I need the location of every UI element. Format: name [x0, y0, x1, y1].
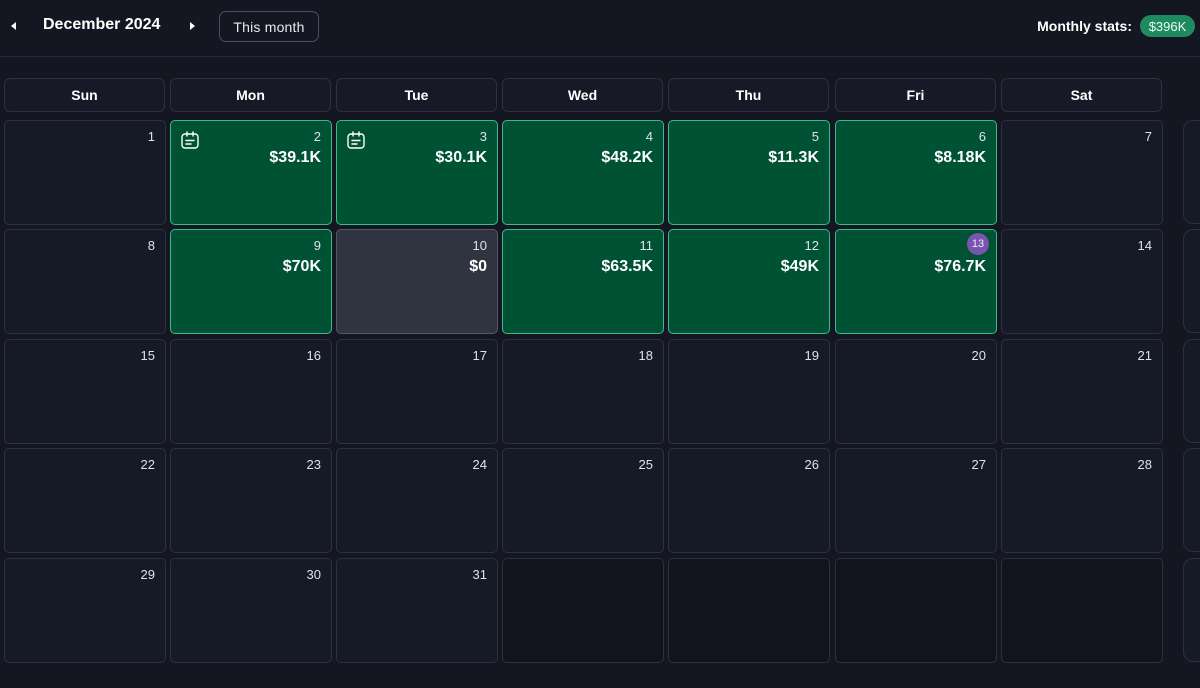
day-number: 3: [479, 129, 487, 144]
calendar-day-17[interactable]: 17: [336, 339, 498, 444]
day-number: 26: [804, 457, 819, 472]
day-amount: $48.2K: [601, 149, 653, 166]
day-number: 15: [140, 348, 155, 363]
calendar-day-3[interactable]: 3 $30.1K: [336, 120, 498, 225]
day-number: 1: [147, 129, 155, 144]
day-number: 20: [971, 348, 986, 363]
day-number: 4: [645, 129, 653, 144]
calendar-day-24[interactable]: 24: [336, 448, 498, 553]
monthly-stats-label: Monthly stats:: [1037, 18, 1132, 34]
calendar-day-2[interactable]: 2 $39.1K: [170, 120, 332, 225]
day-number: 5: [811, 129, 819, 144]
day-number: 12: [804, 238, 819, 253]
previous-month-button[interactable]: [2, 14, 26, 38]
calendar-day-1[interactable]: 1: [4, 120, 166, 225]
next-column-cell: [1183, 229, 1200, 333]
calendar-day-28[interactable]: 28: [1001, 448, 1163, 553]
calendar-toolbar: December 2024 This month Monthly stats: …: [0, 0, 1200, 57]
day-number: 21: [1137, 348, 1152, 363]
weekday-header-wed: Wed: [502, 78, 663, 112]
caret-left-icon: [11, 22, 16, 30]
calendar-day-27[interactable]: 27: [835, 448, 997, 553]
calendar-day-31[interactable]: 31: [336, 558, 498, 663]
day-number: 22: [140, 457, 155, 472]
day-amount: $39.1K: [269, 149, 321, 166]
day-number: 2: [313, 129, 321, 144]
day-amount: $49K: [780, 258, 819, 275]
day-number: 31: [472, 567, 487, 582]
calendar-day-30[interactable]: 30: [170, 558, 332, 663]
calendar-day-26[interactable]: 26: [668, 448, 830, 553]
day-amount: $8.18K: [934, 149, 986, 166]
next-column-cell: [1183, 558, 1200, 662]
weekday-header-sat: Sat: [1001, 78, 1162, 112]
calendar-day-19[interactable]: 19: [668, 339, 830, 444]
calendar-day-25[interactable]: 25: [502, 448, 664, 553]
weekday-header-mon: Mon: [170, 78, 331, 112]
day-number: 24: [472, 457, 487, 472]
calendar-day-empty: [835, 558, 997, 663]
next-month-button[interactable]: [180, 14, 204, 38]
this-month-button[interactable]: This month: [219, 11, 319, 42]
day-number: 8: [147, 238, 155, 253]
monthly-stats-badge: $396K: [1140, 15, 1195, 37]
calendar-day-6[interactable]: 6 $8.18K: [835, 120, 997, 225]
calendar-day-empty: [1001, 558, 1163, 663]
weekday-header-fri: Fri: [835, 78, 996, 112]
next-column-cell: [1183, 339, 1200, 443]
calendar-day-29[interactable]: 29: [4, 558, 166, 663]
day-number: 9: [313, 238, 321, 253]
day-amount: $11.3K: [768, 149, 819, 166]
calendar-day-empty: [502, 558, 664, 663]
calendar-day-empty: [668, 558, 830, 663]
day-number: 19: [804, 348, 819, 363]
weekday-header-tue: Tue: [336, 78, 497, 112]
weekday-header-thu: Thu: [668, 78, 829, 112]
day-number: 14: [1137, 238, 1152, 253]
next-column-cell: [1183, 448, 1200, 552]
calendar-day-20[interactable]: 20: [835, 339, 997, 444]
day-number: 25: [638, 457, 653, 472]
day-amount: $0: [469, 258, 487, 275]
day-number: 10: [472, 238, 487, 253]
day-number: 16: [306, 348, 321, 363]
day-number: 17: [472, 348, 487, 363]
day-number: 29: [140, 567, 155, 582]
calendar-day-9[interactable]: 9 $70K: [170, 229, 332, 334]
caret-right-icon: [190, 22, 195, 30]
calendar-day-23[interactable]: 23: [170, 448, 332, 553]
calendar-day-18[interactable]: 18: [502, 339, 664, 444]
day-number: 28: [1137, 457, 1152, 472]
calendar-day-8[interactable]: 8: [4, 229, 166, 334]
today-badge: 13: [967, 233, 989, 255]
day-number: 27: [971, 457, 986, 472]
calendar-day-15[interactable]: 15: [4, 339, 166, 444]
day-amount: $30.1K: [435, 149, 487, 166]
calendar-day-14[interactable]: 14: [1001, 229, 1163, 334]
month-title: December 2024: [43, 16, 161, 33]
day-amount: $63.5K: [601, 258, 653, 275]
calendar-day-5[interactable]: 5 $11.3K: [668, 120, 830, 225]
day-number: 30: [306, 567, 321, 582]
calendar-note-icon[interactable]: [346, 130, 366, 150]
day-amount: $76.7K: [934, 258, 986, 275]
day-number: 18: [638, 348, 653, 363]
calendar-day-11[interactable]: 11 $63.5K: [502, 229, 664, 334]
calendar-day-10[interactable]: 10 $0: [336, 229, 498, 334]
day-number: 11: [639, 238, 654, 253]
calendar-day-13[interactable]: 13 $76.7K: [835, 229, 997, 334]
day-amount: $70K: [282, 258, 321, 275]
calendar-day-4[interactable]: 4 $48.2K: [502, 120, 664, 225]
calendar-note-icon[interactable]: [180, 130, 200, 150]
calendar-day-7[interactable]: 7: [1001, 120, 1163, 225]
weekday-header-sun: Sun: [4, 78, 165, 112]
day-number: 23: [306, 457, 321, 472]
calendar-day-22[interactable]: 22: [4, 448, 166, 553]
day-number: 7: [1144, 129, 1152, 144]
day-number: 6: [978, 129, 986, 144]
calendar-day-16[interactable]: 16: [170, 339, 332, 444]
next-column-cell: [1183, 120, 1200, 224]
calendar-day-12[interactable]: 12 $49K: [668, 229, 830, 334]
calendar-day-21[interactable]: 21: [1001, 339, 1163, 444]
